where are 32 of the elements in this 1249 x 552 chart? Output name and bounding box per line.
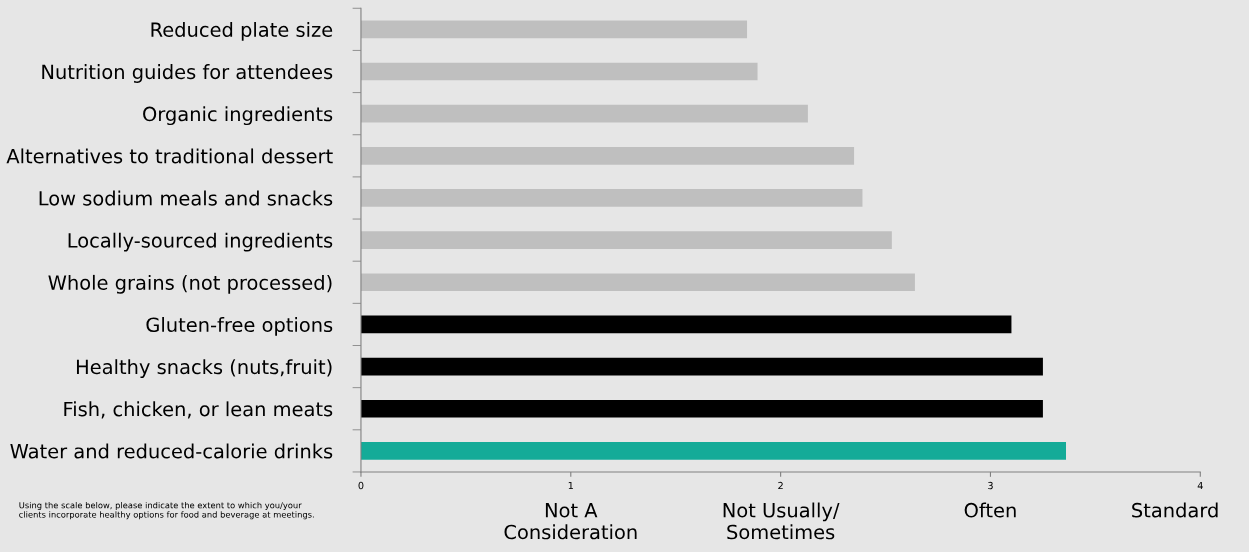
y-tick-label: Reduced plate size [151, 21, 333, 41]
y-tick-label: Locally-sourced ingredients [68, 232, 333, 252]
text: Often [964, 502, 1016, 518]
bar [360, 273, 915, 292]
y-tick-label: Low sodium meals and snacks [39, 190, 333, 206]
y-tick-label: Water and reduced-calorie drinks [10, 443, 333, 459]
y-tick-label: Whole grains (not processed) [48, 274, 332, 294]
bar [360, 399, 1043, 418]
bar [360, 315, 1012, 334]
x-tick-label: 1 [568, 481, 573, 490]
y-tick-label: Nutrition guides for attendees [42, 64, 333, 83]
y-tick-label: Fish, chicken, or lean meats [64, 401, 333, 419]
text: Using the scale below, please indicate the extent to which you/your clients incorporate healthy options for food and beverage at meetings. [19, 501, 314, 520]
text: Not A Consideration [504, 503, 637, 540]
x-tick-label: 0 [358, 481, 364, 490]
bar [360, 146, 855, 165]
bar [360, 62, 758, 81]
y-tick-label: Organic ingredients [143, 106, 333, 126]
x-tick-label: 2 [778, 481, 783, 490]
text: Not Usually/ Sometimes [723, 502, 840, 540]
bar [360, 357, 1043, 376]
bar [360, 104, 808, 123]
bar [360, 442, 1066, 460]
x-tick-label: 4 [1197, 481, 1203, 490]
bar [360, 231, 892, 249]
text: Standard [1132, 502, 1218, 518]
bar [360, 20, 748, 39]
y-tick-label: Alternatives to traditional dessert [6, 148, 333, 164]
y-tick-label: Gluten-free options [146, 317, 333, 336]
x-tick-label: 3 [988, 481, 993, 490]
bar [360, 189, 863, 207]
y-tick-label: Healthy snacks (nuts,fruit) [76, 359, 332, 379]
